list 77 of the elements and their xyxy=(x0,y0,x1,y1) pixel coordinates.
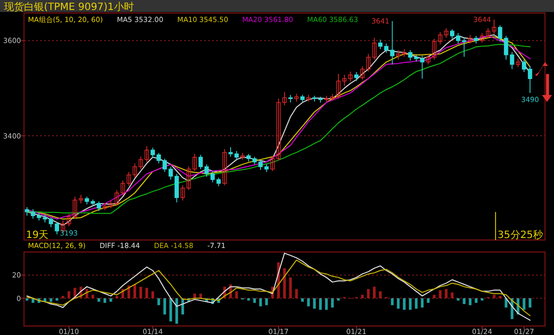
chart-title: 现货白银(TPME 9097)1小时 xyxy=(4,1,134,13)
candlestick xyxy=(288,94,293,103)
candlestick xyxy=(222,148,227,186)
candlestick xyxy=(294,94,299,102)
candlestick xyxy=(330,94,335,101)
bar xyxy=(253,298,256,303)
bar xyxy=(408,298,412,310)
candlestick xyxy=(240,152,245,160)
candlestick xyxy=(324,95,329,102)
bar xyxy=(259,298,262,306)
bar xyxy=(133,284,136,298)
bar xyxy=(92,294,94,298)
bar xyxy=(139,286,142,298)
bar xyxy=(26,298,28,301)
bar xyxy=(301,298,304,302)
candlestick xyxy=(66,213,72,227)
candlestick xyxy=(258,159,263,170)
line-series xyxy=(26,252,531,321)
bar xyxy=(528,298,532,308)
bar xyxy=(474,298,478,303)
candlestick xyxy=(42,214,48,223)
bar xyxy=(145,288,148,298)
annotation: 19天 xyxy=(26,230,49,241)
bar xyxy=(372,286,376,298)
bar xyxy=(450,292,454,298)
candlestick xyxy=(30,208,36,219)
bar xyxy=(235,291,238,298)
bar xyxy=(361,294,364,298)
bar xyxy=(103,298,106,303)
candlestick xyxy=(468,34,472,44)
bar xyxy=(331,298,334,308)
bar xyxy=(444,289,448,298)
bar xyxy=(62,296,64,298)
candlestick xyxy=(516,58,520,68)
annotation: 35分25秒 xyxy=(498,229,543,241)
bar xyxy=(265,298,268,306)
bar xyxy=(522,298,526,310)
candlestick xyxy=(510,52,514,70)
candlestick xyxy=(276,98,281,161)
candlestick xyxy=(54,222,60,235)
bar xyxy=(504,298,508,308)
bar xyxy=(492,294,496,298)
line-series xyxy=(26,260,531,316)
bar xyxy=(151,291,154,298)
bar xyxy=(163,298,166,314)
bar xyxy=(426,298,430,303)
candlestick xyxy=(270,155,275,172)
bar xyxy=(420,298,424,308)
candlestick xyxy=(504,35,508,60)
candlestick xyxy=(498,24,502,42)
bar xyxy=(169,298,172,322)
candlestick xyxy=(354,72,359,82)
bar xyxy=(307,298,310,306)
bar xyxy=(313,298,316,309)
bar xyxy=(68,291,70,298)
bar xyxy=(199,294,202,298)
bar xyxy=(295,289,298,298)
bar xyxy=(378,291,382,298)
bar xyxy=(56,298,58,301)
bar xyxy=(438,290,442,298)
candlestick xyxy=(528,66,532,94)
bar xyxy=(366,289,370,298)
bar xyxy=(193,294,196,298)
candlestick xyxy=(282,92,287,106)
candlestick xyxy=(522,59,526,72)
bar xyxy=(289,277,292,298)
candlestick xyxy=(306,94,311,102)
bar xyxy=(498,296,502,298)
bar xyxy=(319,298,322,310)
bar xyxy=(50,298,52,302)
bar xyxy=(432,294,436,298)
bar xyxy=(115,296,118,298)
bar xyxy=(325,298,328,310)
bar xyxy=(247,298,250,301)
bar xyxy=(402,298,406,310)
candlestick xyxy=(48,217,54,228)
bar xyxy=(283,268,286,298)
